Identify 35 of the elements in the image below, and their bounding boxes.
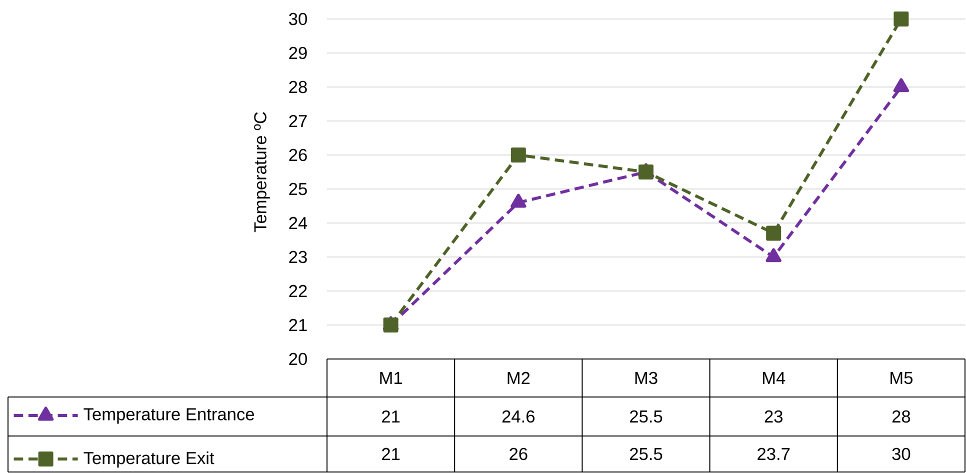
y-tick-label: 28: [289, 80, 307, 94]
data-label: 24.6: [502, 410, 535, 423]
point: [510, 194, 526, 208]
y-tick-label: 30: [289, 12, 307, 26]
data-label: 25.5: [630, 410, 662, 423]
y-tick-label: 24: [289, 216, 308, 230]
x-tick-label: M4: [762, 372, 786, 384]
y-tick-label: 22: [289, 284, 307, 298]
point: [766, 226, 782, 241]
x-tick-label: M5: [890, 372, 912, 384]
legend-label: Temperature Entrance: [84, 408, 254, 424]
point: [893, 78, 910, 92]
data-label: 23: [764, 410, 782, 423]
data-label: 26: [510, 448, 528, 460]
y-tick-label: 21: [289, 318, 307, 332]
data-label: 21: [382, 448, 400, 460]
y-tick-label: 27: [289, 114, 307, 128]
data-label: 30: [892, 448, 910, 460]
point: [510, 147, 526, 162]
data-label: 21: [382, 410, 400, 423]
x-tick-label: M2: [508, 372, 530, 384]
y-tick-label: 23: [289, 250, 307, 264]
data-label: 25.5: [630, 448, 662, 460]
point: [766, 248, 782, 262]
x-tick-label: M1: [380, 372, 402, 384]
data-label: 28: [892, 410, 910, 423]
legend-label: Temperature Exit: [84, 451, 214, 468]
y-tick-label: 29: [289, 46, 307, 60]
y-tick-label: 26: [289, 148, 307, 162]
y-tick-label: 25: [289, 182, 307, 196]
y-tick-label: 20: [289, 352, 307, 366]
x-tick-label: M3: [635, 372, 658, 384]
y-axis-title: Temperature ºC: [254, 112, 270, 232]
point: [894, 11, 909, 26]
data-label: 23.7: [758, 448, 790, 460]
